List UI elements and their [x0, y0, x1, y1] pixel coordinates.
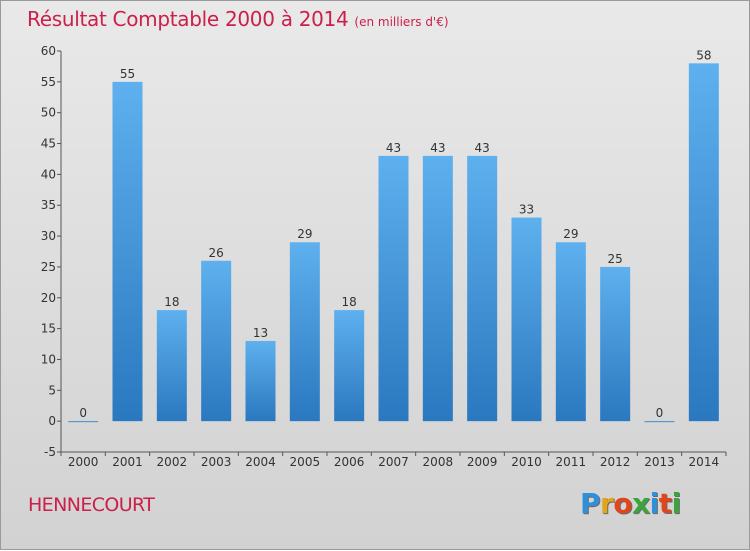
data-label-2007: 43 [386, 141, 401, 155]
data-label-2011: 29 [563, 227, 578, 241]
y-tick-label: 30 [41, 229, 56, 243]
bar-2013[interactable] [644, 421, 675, 423]
logo-letter: i [671, 487, 682, 520]
data-label-2001: 55 [120, 67, 135, 81]
bar-2003[interactable] [201, 260, 232, 422]
data-label-2014: 58 [696, 48, 711, 62]
x-tick-label: 2008 [423, 455, 454, 469]
bar-2002[interactable] [156, 310, 187, 422]
bar-2011[interactable] [555, 242, 586, 422]
data-label-2005: 29 [297, 227, 312, 241]
data-label-2009: 43 [475, 141, 490, 155]
x-tick-label: 2006 [334, 455, 365, 469]
x-tick-label: 2009 [467, 455, 498, 469]
y-tick-label: 35 [41, 198, 56, 212]
data-label-2012: 25 [608, 252, 623, 266]
bar-2008[interactable] [422, 155, 453, 422]
data-label-2013: 0 [656, 406, 664, 420]
logo-letter: r [600, 487, 614, 520]
x-tick-label: 2007 [378, 455, 409, 469]
bar-2007[interactable] [378, 155, 409, 422]
bar-2014[interactable] [688, 63, 719, 422]
y-tick-label: 0 [48, 414, 56, 428]
bar-2010[interactable] [511, 217, 542, 422]
y-tick-label: 20 [41, 291, 56, 305]
y-tick-label: -5 [44, 445, 56, 459]
proxiti-logo[interactable]: Proxiti [580, 487, 681, 520]
y-tick-label: 5 [48, 383, 56, 397]
data-label-2004: 13 [253, 326, 268, 340]
x-tick-label: 2000 [68, 455, 99, 469]
x-tick-label: 2002 [157, 455, 188, 469]
x-tick-label: 2005 [290, 455, 321, 469]
y-tick-label: 55 [41, 75, 56, 89]
logo-letter: o [613, 487, 633, 520]
x-tick-label: 2012 [600, 455, 631, 469]
chart-title-text: Résultat Comptable 2000 à 2014 [27, 7, 349, 31]
logo-letter: i [649, 487, 660, 520]
logo-letter: x [632, 487, 650, 520]
x-tick-label: 2004 [245, 455, 276, 469]
bar-2005[interactable] [289, 242, 320, 422]
chart-axes: -5 0 5 10 15 20 25 30 35 40 45 50 55 60 2000 2001 2002 20… [41, 44, 727, 469]
data-label-2010: 33 [519, 203, 534, 217]
bar-2000[interactable] [68, 421, 99, 423]
chart-subtitle: (en milliers d'€) [354, 15, 449, 29]
bar-2006[interactable] [334, 310, 365, 422]
y-tick-label: 60 [41, 44, 56, 58]
chart-bars [68, 63, 719, 423]
bar-2001[interactable] [112, 81, 143, 422]
y-tick-label: 10 [41, 352, 56, 366]
data-label-2000: 0 [79, 406, 87, 420]
y-tick-label: 15 [41, 322, 56, 336]
data-label-2006: 18 [342, 295, 357, 309]
logo-letter: t [658, 487, 672, 520]
bar-2004[interactable] [245, 340, 276, 422]
bar-2012[interactable] [600, 266, 631, 422]
x-tick-label: 2010 [511, 455, 542, 469]
y-tick-label: 45 [41, 137, 56, 151]
y-tick-label: 25 [41, 260, 56, 274]
x-tick-label: 2003 [201, 455, 232, 469]
x-tick-label: 2013 [644, 455, 675, 469]
y-tick-label: 50 [41, 106, 56, 120]
x-tick-label: 2001 [112, 455, 143, 469]
commune-name: HENNECOURT [28, 494, 155, 516]
chart-data-labels: 0 55 18 26 13 29 18 43 43 43 33 29 25 0 58 [79, 48, 711, 420]
data-label-2003: 26 [209, 246, 224, 260]
chart-title: Résultat Comptable 2000 à 2014 (en millie… [27, 7, 449, 31]
x-tick-label: 2011 [556, 455, 587, 469]
x-tick-label: 2014 [689, 455, 720, 469]
data-label-2008: 43 [430, 141, 445, 155]
bar-2009[interactable] [467, 155, 498, 422]
data-label-2002: 18 [164, 295, 179, 309]
y-tick-label: 40 [41, 167, 56, 181]
logo-letter: P [580, 487, 601, 520]
